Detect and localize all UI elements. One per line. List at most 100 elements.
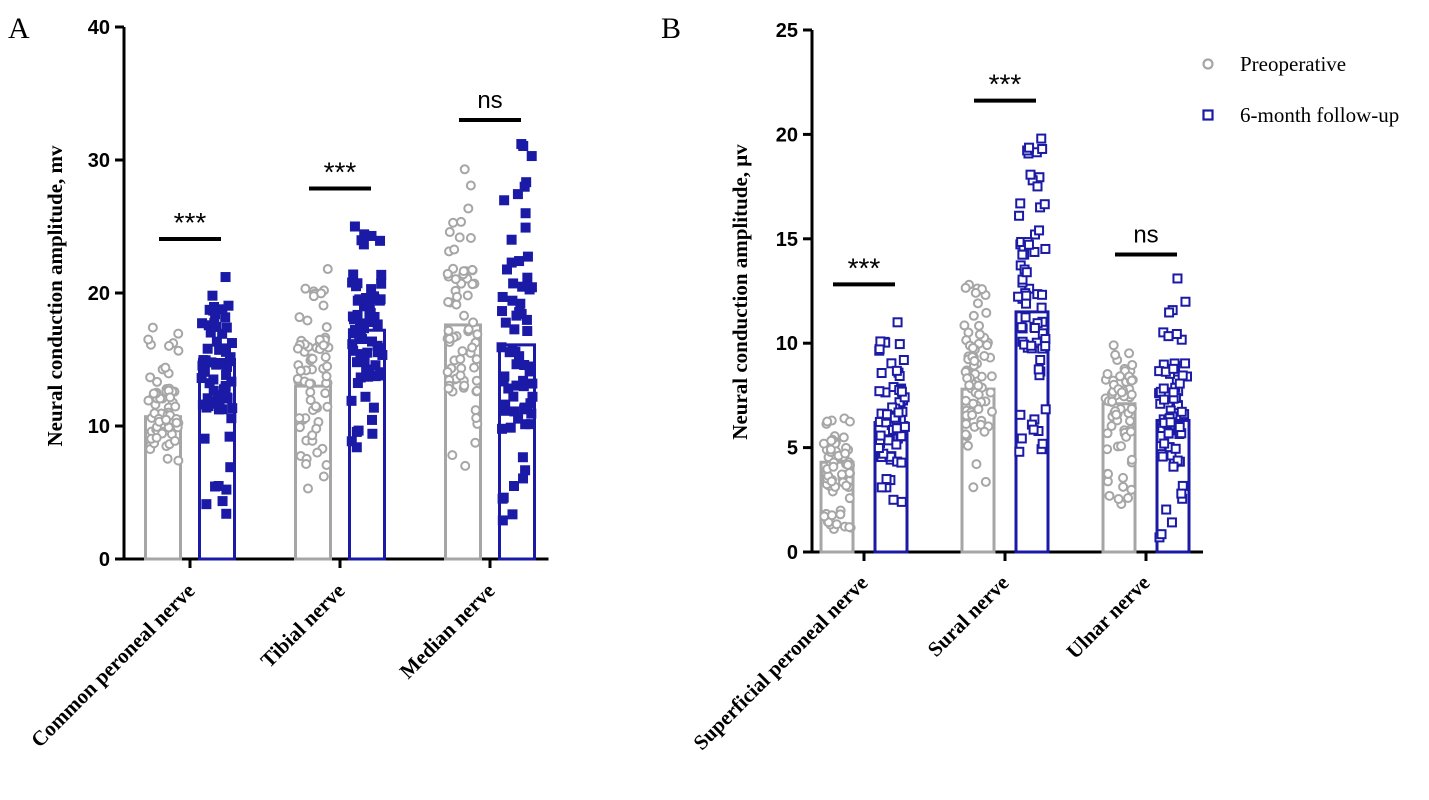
panel-b-y-axis-label: Neural conduction amplitude, μv xyxy=(728,144,752,440)
x-category-label: Ulnar nerve xyxy=(1062,571,1155,664)
data-point-followup xyxy=(1180,296,1191,307)
data-point-preoperative xyxy=(307,353,318,364)
data-point-followup xyxy=(1168,461,1179,472)
data-point-followup xyxy=(1016,322,1027,333)
data-point-followup xyxy=(346,436,357,447)
significance-label: *** xyxy=(989,69,1022,100)
data-point-preoperative xyxy=(1127,359,1138,370)
data-point-followup xyxy=(217,496,228,507)
data-point-preoperative xyxy=(294,422,305,433)
data-point-preoperative xyxy=(960,429,971,440)
data-point-followup xyxy=(518,473,529,484)
data-point-followup xyxy=(201,499,212,510)
y-tick-label: 0 xyxy=(99,549,110,571)
data-point-preoperative xyxy=(979,351,990,362)
data-point-followup xyxy=(1157,451,1168,462)
data-point-followup xyxy=(221,508,232,519)
data-point-preoperative xyxy=(301,458,312,469)
data-point-followup xyxy=(896,386,907,397)
data-point-followup xyxy=(508,391,519,402)
data-point-followup xyxy=(896,457,907,468)
data-point-preoperative xyxy=(318,300,329,311)
data-point-followup xyxy=(1037,289,1048,300)
data-point-followup xyxy=(521,177,532,188)
data-point-preoperative xyxy=(973,404,984,415)
data-point-preoperative xyxy=(322,401,333,412)
data-point-followup xyxy=(524,284,535,295)
data-point-followup xyxy=(376,278,387,289)
data-point-preoperative xyxy=(471,385,482,396)
data-point-preoperative xyxy=(970,287,981,298)
data-point-preoperative xyxy=(1115,371,1126,382)
data-point-preoperative xyxy=(442,367,453,378)
bar-followup xyxy=(198,358,236,561)
data-point-followup xyxy=(497,291,508,302)
data-point-followup xyxy=(352,378,363,389)
data-point-followup xyxy=(874,386,885,397)
data-point-preoperative xyxy=(1126,375,1137,386)
data-point-preoperative xyxy=(1116,441,1127,452)
data-point-followup xyxy=(224,431,235,442)
data-point-preoperative xyxy=(145,372,156,383)
bar-followup xyxy=(1014,310,1050,554)
x-category-label: Median nerve xyxy=(395,579,500,684)
data-point-followup xyxy=(352,278,363,289)
data-point-preoperative xyxy=(467,342,478,353)
data-point-preoperative xyxy=(460,460,471,471)
data-point-followup xyxy=(513,355,524,366)
data-point-preoperative xyxy=(1113,494,1124,505)
data-point-preoperative xyxy=(152,376,163,387)
data-point-preoperative xyxy=(1126,403,1137,414)
legend-preoperative-marker xyxy=(1202,58,1214,70)
data-point-preoperative xyxy=(962,440,973,451)
data-point-preoperative xyxy=(322,264,333,275)
data-point-preoperative xyxy=(467,264,478,275)
data-point-preoperative xyxy=(1107,396,1118,407)
data-point-preoperative xyxy=(840,448,851,459)
data-point-preoperative xyxy=(448,217,459,228)
y-tick-label: 5 xyxy=(787,438,798,460)
data-point-preoperative xyxy=(470,405,481,416)
data-point-followup xyxy=(1021,267,1032,278)
data-point-preoperative xyxy=(1108,340,1119,351)
data-point-followup xyxy=(353,425,364,436)
data-point-followup xyxy=(1170,443,1181,454)
data-point-preoperative xyxy=(841,480,852,491)
data-point-preoperative xyxy=(443,297,454,308)
data-point-followup xyxy=(1014,210,1025,221)
data-point-followup xyxy=(1164,307,1175,318)
data-point-followup xyxy=(364,299,375,310)
data-point-followup xyxy=(348,345,359,356)
data-point-followup xyxy=(1037,438,1048,449)
data-point-followup xyxy=(221,361,232,372)
data-point-followup xyxy=(1014,446,1025,457)
data-point-preoperative xyxy=(160,362,171,373)
data-point-preoperative xyxy=(449,244,460,255)
y-tick-label: 10 xyxy=(88,416,110,438)
data-point-preoperative xyxy=(1106,421,1117,432)
significance-label: *** xyxy=(324,157,357,188)
data-point-followup xyxy=(1156,529,1167,540)
data-point-followup xyxy=(1013,291,1024,302)
data-point-followup xyxy=(1028,424,1039,435)
y-tick-label: 20 xyxy=(776,124,798,146)
data-point-preoperative xyxy=(295,365,306,376)
data-point-preoperative xyxy=(1103,469,1114,480)
data-point-preoperative xyxy=(1126,389,1137,400)
data-point-followup xyxy=(1023,239,1034,250)
data-point-preoperative xyxy=(467,279,478,290)
data-point-followup xyxy=(362,347,373,358)
data-point-followup xyxy=(1021,290,1032,301)
x-category-label: Tibial nerve xyxy=(256,579,350,673)
x-category-label: Superficial peroneal nerve xyxy=(688,571,872,755)
legend-followup-label: 6-month follow-up xyxy=(1240,103,1399,127)
data-point-followup xyxy=(512,189,523,200)
data-point-followup xyxy=(520,208,531,219)
data-point-followup xyxy=(1021,298,1032,309)
data-point-preoperative xyxy=(451,299,462,310)
data-point-preoperative xyxy=(471,354,482,365)
data-point-followup xyxy=(1029,246,1040,257)
data-point-preoperative xyxy=(450,274,461,285)
data-point-followup xyxy=(1177,370,1188,381)
